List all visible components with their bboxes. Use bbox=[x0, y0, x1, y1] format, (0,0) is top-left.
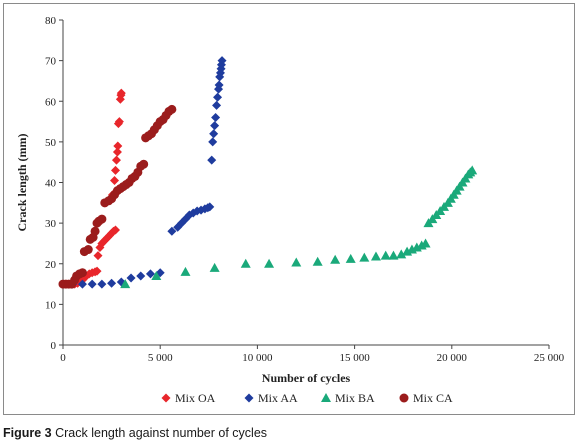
data-point-mix-aa bbox=[212, 100, 222, 110]
y-tick-label: 50 bbox=[45, 137, 57, 149]
data-point-mix-ca bbox=[83, 245, 93, 255]
y-tick-label: 0 bbox=[51, 340, 57, 352]
legend-marker-mix-ca bbox=[399, 393, 409, 403]
data-point-mix-ba bbox=[180, 266, 191, 276]
ticks: 0 10 20 30 40 50 60 70 80 0 5 000 10 000 15 000 20 00… bbox=[45, 15, 565, 364]
data-point-mix-ca bbox=[97, 214, 107, 224]
y-tick-label: 70 bbox=[45, 56, 57, 68]
data-point-mix-ba bbox=[388, 250, 399, 260]
data-point-mix-ba bbox=[396, 249, 407, 259]
data-point-mix-aa bbox=[145, 269, 155, 279]
data-points bbox=[58, 56, 478, 289]
scatter-chart: 0 10 20 30 40 50 60 70 80 0 5 000 10 000 15 000 20 00… bbox=[15, 15, 565, 405]
figure-caption: Figure 3 Crack length against number of … bbox=[3, 426, 267, 440]
y-tick-label: 60 bbox=[45, 96, 57, 108]
data-point-mix-aa bbox=[87, 279, 97, 289]
y-tick-label: 20 bbox=[45, 259, 57, 271]
legend-label-mix-oa: Mix OA bbox=[175, 391, 216, 405]
data-point-mix-oa bbox=[116, 88, 126, 98]
data-point-mix-ca bbox=[167, 104, 177, 114]
data-point-mix-aa bbox=[210, 121, 220, 131]
y-tick-label: 30 bbox=[45, 218, 57, 230]
data-point-mix-ba bbox=[291, 257, 302, 267]
data-point-mix-aa bbox=[211, 113, 221, 122]
data-point-mix-aa bbox=[126, 273, 136, 283]
legend-label-mix-aa: Mix AA bbox=[258, 391, 298, 405]
data-point-mix-ca bbox=[139, 159, 149, 169]
data-point-mix-aa bbox=[207, 155, 217, 165]
x-tick-label: 25 000 bbox=[534, 352, 565, 364]
figure-label: Figure 3 bbox=[3, 426, 52, 440]
data-point-mix-aa bbox=[213, 92, 223, 102]
data-point-mix-oa bbox=[93, 251, 103, 261]
data-point-mix-aa bbox=[214, 80, 224, 90]
x-tick-label: 0 bbox=[60, 352, 66, 364]
data-point-mix-oa bbox=[111, 155, 121, 165]
x-tick-label: 20 000 bbox=[437, 352, 468, 364]
data-point-mix-aa bbox=[136, 271, 146, 281]
legend-marker-mix-ba bbox=[321, 393, 331, 402]
y-axis-title: Crack length (mm) bbox=[15, 134, 29, 232]
data-point-mix-ba bbox=[359, 252, 370, 262]
data-point-mix-aa bbox=[107, 278, 117, 288]
data-point-mix-ba bbox=[370, 251, 381, 261]
legend: Mix OA Mix AA Mix BA Mix CA bbox=[161, 391, 453, 405]
axes bbox=[62, 20, 549, 346]
data-point-mix-aa bbox=[208, 137, 218, 147]
y-tick-label: 80 bbox=[45, 15, 57, 27]
data-point-mix-ba bbox=[312, 256, 323, 266]
y-tick-label: 40 bbox=[45, 178, 57, 190]
data-point-mix-ba bbox=[380, 250, 391, 260]
data-point-mix-aa bbox=[209, 129, 219, 139]
x-tick-label: 5 000 bbox=[148, 352, 173, 364]
data-point-mix-ba bbox=[467, 165, 478, 175]
data-point-mix-oa bbox=[92, 266, 102, 276]
data-point-mix-oa bbox=[113, 141, 123, 151]
data-point-mix-aa bbox=[167, 226, 177, 236]
legend-label-mix-ca: Mix CA bbox=[413, 391, 453, 405]
data-point-mix-ba bbox=[151, 270, 162, 280]
legend-label-mix-ba: Mix BA bbox=[335, 391, 375, 405]
data-point-mix-aa bbox=[205, 202, 215, 212]
data-point-mix-oa bbox=[110, 175, 120, 185]
data-point-mix-ba bbox=[264, 258, 275, 268]
legend-marker-mix-oa bbox=[161, 393, 171, 403]
data-point-mix-ba bbox=[330, 254, 341, 264]
data-point-mix-ca bbox=[77, 268, 87, 278]
series-mix-ca bbox=[58, 104, 177, 289]
data-point-mix-aa bbox=[97, 279, 107, 289]
x-axis-title: Number of cycles bbox=[262, 371, 351, 385]
data-point-mix-oa bbox=[110, 165, 120, 175]
series-mix-aa bbox=[58, 56, 227, 289]
data-point-mix-ca bbox=[90, 226, 100, 236]
x-tick-label: 10 000 bbox=[242, 352, 273, 364]
data-point-mix-ba bbox=[240, 258, 251, 268]
data-point-mix-ba bbox=[420, 238, 431, 248]
data-point-mix-oa bbox=[114, 117, 124, 127]
data-point-mix-oa bbox=[110, 225, 120, 235]
legend-marker-mix-aa bbox=[244, 393, 254, 403]
x-tick-label: 15 000 bbox=[339, 352, 370, 364]
y-tick-label: 10 bbox=[45, 299, 57, 311]
data-point-mix-ba bbox=[345, 253, 356, 263]
series-mix-ba bbox=[120, 165, 478, 289]
figure-caption-text: Crack length against number of cycles bbox=[55, 426, 268, 440]
chart-frame: 0 10 20 30 40 50 60 70 80 0 5 000 10 000 15 000 20 00… bbox=[3, 3, 575, 415]
data-point-mix-aa bbox=[77, 279, 87, 289]
data-point-mix-aa bbox=[217, 56, 227, 66]
data-point-mix-ba bbox=[120, 279, 131, 289]
data-point-mix-ba bbox=[209, 262, 220, 272]
data-point-mix-oa bbox=[112, 147, 122, 157]
